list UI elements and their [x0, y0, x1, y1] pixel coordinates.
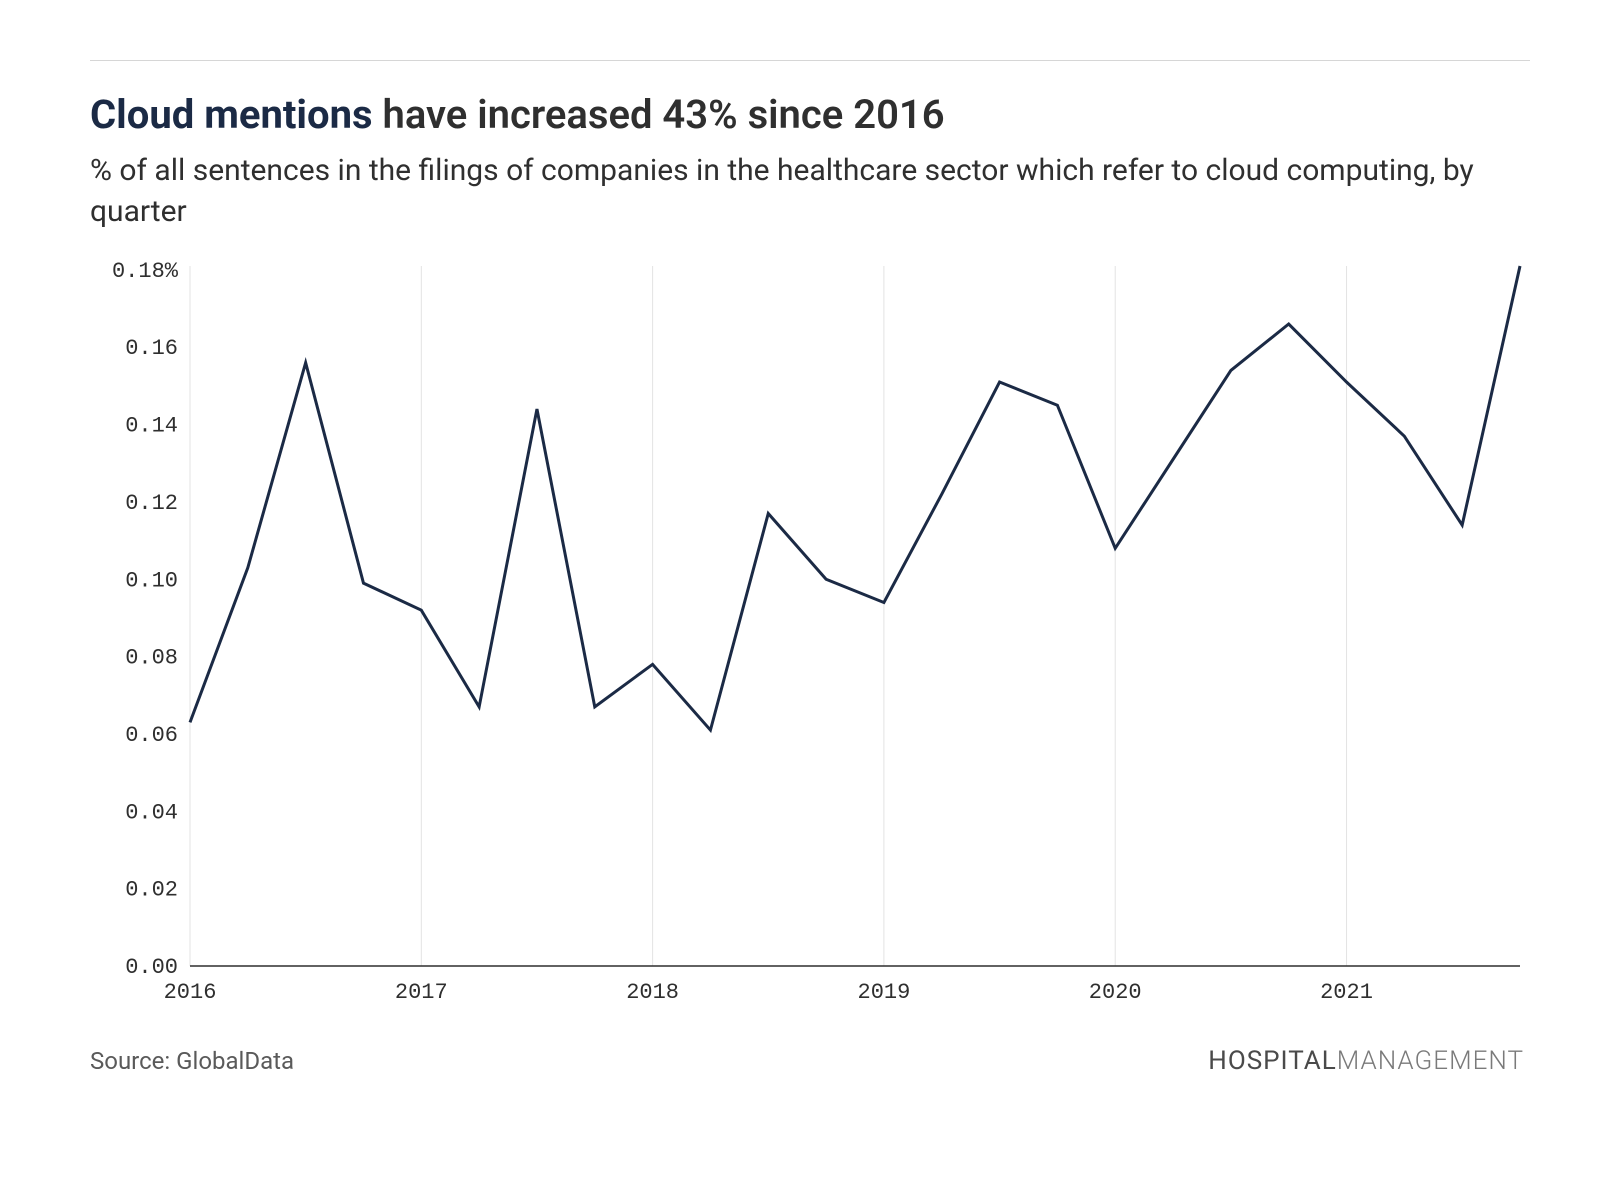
chart-plot-area: 0.00 0.02 0.04 0.06 0.08 0.10 0.12 0.14 0.16 0.18…	[90, 256, 1530, 1016]
svg-text:0.06: 0.06	[125, 723, 178, 748]
svg-text:0.14: 0.14	[125, 414, 178, 439]
svg-text:0.00: 0.00	[125, 955, 178, 980]
chart-title: Cloud mentions have increased 43% since …	[90, 89, 1530, 141]
brand-part1: HOSPITAL	[1208, 1046, 1336, 1076]
svg-text:2016: 2016	[164, 980, 217, 1005]
title-rest-span: have increased 43% since 2016	[373, 91, 945, 138]
svg-text:0.16: 0.16	[125, 336, 178, 361]
source-label: Source: GlobalData	[90, 1047, 294, 1075]
svg-text:0.10: 0.10	[125, 568, 178, 593]
brand-part2: MANAGEMENT	[1337, 1046, 1524, 1076]
brand-label: HOSPITALMANAGEMENT	[1208, 1046, 1524, 1076]
svg-text:0.18%: 0.18%	[112, 259, 179, 284]
chart-subtitle: % of all sentences in the filings of com…	[90, 151, 1530, 232]
top-rule	[90, 60, 1530, 61]
svg-text:2017: 2017	[395, 980, 448, 1005]
svg-text:2020: 2020	[1089, 980, 1142, 1005]
svg-text:0.08: 0.08	[125, 646, 178, 671]
svg-text:0.12: 0.12	[125, 491, 178, 516]
svg-text:2021: 2021	[1320, 980, 1373, 1005]
figure-canvas: Cloud mentions have increased 43% since …	[0, 0, 1600, 1200]
svg-text:0.04: 0.04	[125, 800, 178, 825]
svg-text:0.02: 0.02	[125, 878, 178, 903]
line-chart-svg: 0.00 0.02 0.04 0.06 0.08 0.10 0.12 0.14 0.16 0.18…	[90, 256, 1530, 1016]
footer-row: Source: GlobalData HOSPITALMANAGEMENT	[90, 1046, 1530, 1076]
title-strong-span: Cloud mentions	[90, 91, 373, 138]
svg-text:2018: 2018	[626, 980, 679, 1005]
svg-text:2019: 2019	[858, 980, 911, 1005]
